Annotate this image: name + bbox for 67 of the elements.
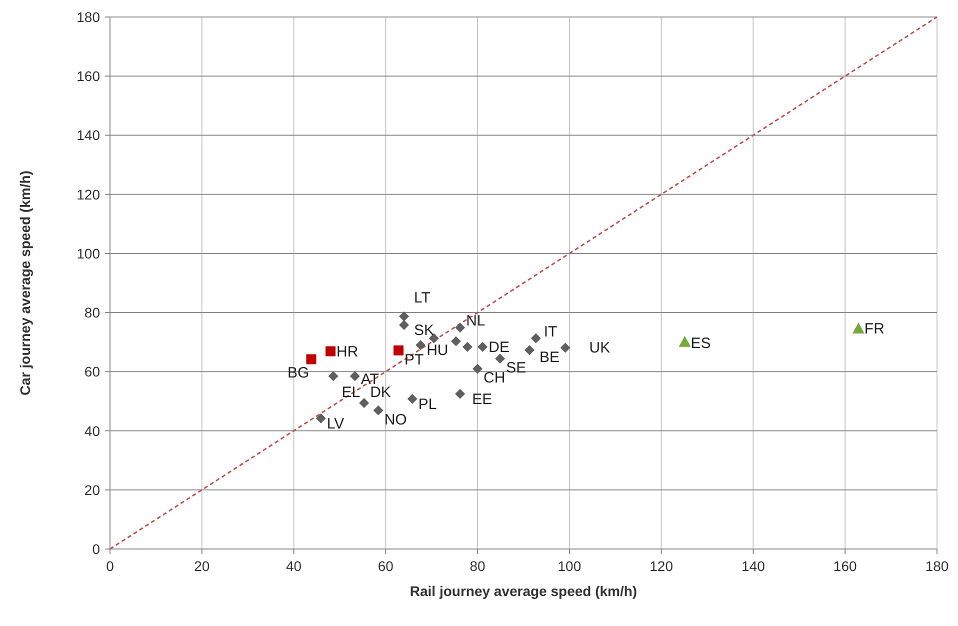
annotation: EL [342, 384, 360, 401]
point [416, 340, 426, 350]
point [455, 388, 466, 399]
annotation: DE [488, 338, 510, 356]
x-tick-label: 0 [106, 558, 114, 574]
annotation: ES [690, 334, 711, 352]
point [472, 364, 483, 374]
point [399, 311, 410, 322]
annotation: HR [336, 343, 358, 360]
x-tick-label: 140 [742, 558, 766, 574]
annotation: PL [418, 396, 437, 413]
annotation: SE [506, 360, 526, 377]
y-tick-label: 80 [84, 304, 100, 321]
annotation: FR [864, 320, 885, 338]
y-tick-label: 60 [84, 364, 100, 380]
x-tick-label: 120 [650, 558, 674, 574]
point [407, 394, 418, 404]
annotation: EE [472, 390, 492, 408]
y-tick-label: 40 [84, 422, 100, 439]
x-tick-label: 60 [378, 558, 394, 574]
y-tick-label: 20 [84, 482, 100, 498]
x-axis-title: Rail journey average speed (km/h) [410, 583, 638, 599]
annotation: LT [414, 289, 430, 306]
point [350, 371, 360, 382]
point [495, 354, 506, 364]
y-axis-title: Car journey average speed (km/h) [17, 170, 33, 396]
point [399, 320, 410, 330]
x-tick-label: 20 [194, 558, 210, 574]
point [530, 333, 541, 344]
point [394, 345, 404, 356]
point [852, 322, 864, 334]
annotation: UK [589, 340, 610, 357]
point [678, 336, 691, 347]
point [316, 413, 326, 424]
annotation: NL [466, 312, 486, 330]
point [359, 398, 370, 408]
annotation: HU [426, 342, 448, 360]
point [455, 322, 466, 333]
annotation: IT [544, 323, 558, 340]
y-tick-label: 160 [76, 68, 100, 84]
point [373, 405, 384, 416]
point [462, 342, 472, 352]
point [450, 336, 461, 346]
x-tick-label: 40 [286, 558, 302, 574]
y-tick-label: 180 [76, 9, 100, 25]
x-tick-label: 180 [925, 558, 949, 574]
annotation: CH [484, 370, 506, 387]
x-tick-label: 160 [833, 558, 858, 574]
annotation: BG [288, 364, 310, 382]
point [306, 354, 316, 364]
point [328, 371, 338, 382]
y-tick-label: 100 [76, 245, 100, 262]
point [524, 345, 534, 356]
annotation: PT [404, 351, 424, 368]
y-tick-label: 0 [92, 541, 100, 557]
annotation: BE [539, 349, 560, 366]
point [478, 342, 488, 352]
annotation: SK [414, 322, 434, 339]
annotation: NO [384, 411, 407, 428]
x-tick-label: 80 [470, 558, 486, 574]
point [560, 342, 570, 353]
annotation: DK [370, 384, 391, 401]
annotation: LV [326, 415, 344, 432]
x-tick-label: 100 [558, 558, 582, 574]
y-tick-label: 140 [76, 127, 100, 144]
point [326, 346, 336, 356]
y-tick-label: 120 [76, 186, 100, 202]
